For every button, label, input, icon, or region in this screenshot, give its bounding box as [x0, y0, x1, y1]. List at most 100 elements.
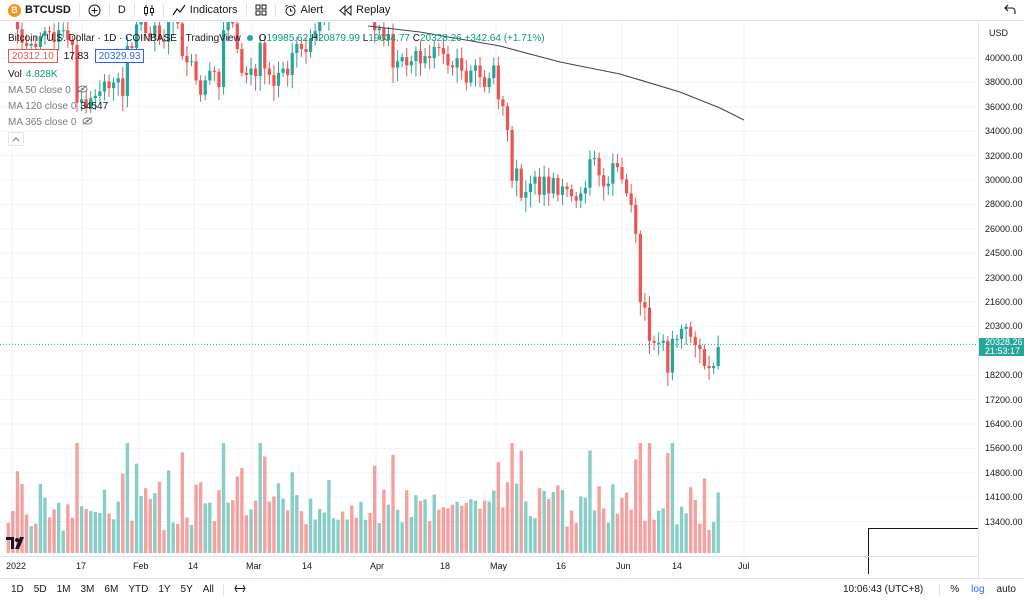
volume-bar — [253, 500, 258, 553]
candle-body — [570, 189, 574, 197]
legend-main-series[interactable]: Bitcoin / U.S. Dollar · 1D · COINBASE · … — [8, 30, 545, 46]
eye-slash-icon[interactable] — [77, 84, 88, 96]
candle-body — [684, 326, 688, 329]
volume-bar — [47, 517, 52, 553]
volume-bar — [180, 452, 185, 553]
compare-symbol-button[interactable] — [80, 0, 109, 21]
volume-bar — [226, 502, 230, 553]
volume-bar — [583, 497, 588, 553]
ma50-label: MA 50 close 0 — [8, 84, 71, 96]
candle-body — [592, 157, 597, 160]
time-axis-label: 2022 — [6, 561, 27, 571]
log-scale-toggle[interactable]: log — [971, 584, 985, 595]
symbol-search-button[interactable]: B BTCUSD — [0, 0, 79, 21]
chart-pane[interactable]: Bitcoin / U.S. Dollar · 1D · COINBASE · … — [0, 22, 1024, 578]
candle-body — [134, 24, 139, 48]
buy-price-button[interactable]: 20329.93 — [94, 49, 145, 63]
interval-button[interactable]: D — [110, 0, 134, 21]
volume-bar — [391, 454, 395, 553]
time-axis-label: 18 — [440, 561, 451, 571]
price-scale-label: 23000.00 — [985, 272, 1023, 283]
candle-body — [492, 65, 496, 79]
volume-bar — [464, 502, 468, 553]
candle-body — [240, 48, 244, 73]
legend-ma365[interactable]: MA 365 close 0 — [8, 114, 545, 130]
range-button-5d[interactable]: 5D — [33, 584, 47, 595]
bitcoin-icon: B — [8, 3, 21, 17]
range-button-1m[interactable]: 1M — [56, 584, 71, 595]
candle-body — [661, 340, 665, 343]
candle-body — [652, 340, 656, 343]
time-axis-label: Mar — [246, 561, 262, 571]
volume-bar — [528, 516, 533, 553]
volume-bar — [418, 500, 423, 553]
range-button-all[interactable]: All — [202, 584, 214, 595]
auto-scale-toggle[interactable]: auto — [996, 584, 1016, 595]
candle-body — [597, 157, 601, 176]
candle-body — [583, 187, 587, 194]
candle-body — [52, 32, 56, 42]
collapse-legend-button[interactable] — [8, 132, 24, 146]
sell-price-button[interactable]: 20312.10 — [8, 49, 58, 63]
candle-body — [455, 58, 459, 68]
candle-body — [496, 65, 500, 100]
indicators-button[interactable]: Indicators — [164, 0, 246, 21]
candle-body — [542, 176, 546, 195]
candle-body — [556, 178, 560, 195]
legend-ma120[interactable]: MA 120 close 0 34547 — [8, 98, 545, 114]
range-button-3m[interactable]: 3M — [80, 584, 95, 595]
volume-label: Vol — [8, 68, 22, 80]
volume-bar — [285, 510, 290, 553]
legend-volume[interactable]: Vol 4.828K — [8, 66, 545, 82]
alert-button[interactable]: Alert — [276, 0, 332, 21]
navigator-strip[interactable] — [868, 528, 978, 574]
volume-bar — [441, 507, 446, 553]
candle-body — [121, 78, 125, 96]
price-scale-label: 36000.00 — [985, 101, 1023, 112]
price-chart[interactable] — [0, 22, 978, 578]
legend-ma50[interactable]: MA 50 close 0 — [8, 82, 545, 98]
chart-legend: Bitcoin / U.S. Dollar · 1D · COINBASE · … — [8, 30, 545, 146]
ohlc-values: O19985.62 H20879.99 L19634.77 C20328.26 … — [258, 32, 545, 44]
volume-bar — [336, 519, 340, 553]
candle-body — [414, 50, 418, 62]
volume-bar — [221, 443, 226, 553]
price-scale[interactable]: USD 40000.00 38000.00 36000.00 34000.00 3200… — [978, 22, 1024, 578]
goto-date-button[interactable] — [228, 583, 252, 597]
time-axis-label: 14 — [672, 561, 683, 571]
price-scale-label: 17200.00 — [985, 394, 1023, 405]
rewind-icon — [339, 4, 352, 16]
currency-label[interactable]: USD — [989, 28, 1009, 38]
volume-bar — [505, 482, 510, 553]
candle-body — [505, 106, 510, 131]
plus-circle-icon — [88, 4, 101, 16]
candle-body — [391, 34, 395, 68]
time-axis[interactable]: 2022 17 Feb 14 Mar 14 Apr 18 May 16 Jun 14 Jul — [0, 556, 978, 578]
candle-body — [579, 193, 583, 201]
volume-bar — [615, 513, 620, 553]
range-button-1d[interactable]: 1D — [11, 584, 24, 595]
clock-timezone[interactable]: 10:06:43 (UTC+8) — [842, 584, 924, 595]
volume-bar — [258, 443, 262, 553]
candle-body — [139, 22, 143, 25]
percent-scale-toggle[interactable]: % — [950, 584, 960, 595]
bid-ask-row: 20312.10 17.83 20329.93 — [8, 48, 545, 64]
eye-slash-icon[interactable] — [82, 116, 93, 128]
range-button-ytd[interactable]: YTD — [128, 584, 149, 595]
chart-type-button[interactable] — [135, 0, 163, 21]
range-button-6m[interactable]: 6M — [104, 584, 119, 595]
volume-bar — [501, 507, 505, 553]
candle-body — [176, 22, 180, 24]
replay-button[interactable]: Replay — [331, 0, 398, 21]
time-axis-label: Jun — [616, 561, 631, 571]
range-button-1y[interactable]: 1Y — [158, 584, 171, 595]
candle-body — [166, 22, 171, 42]
volume-bar — [162, 530, 166, 553]
toolbar-divider — [133, 3, 135, 17]
price-scale-label: 14800.00 — [985, 467, 1023, 478]
layouts-button[interactable] — [247, 0, 275, 21]
undo-button[interactable] — [1004, 3, 1024, 18]
candle-body — [707, 365, 711, 369]
volume-bar — [29, 526, 33, 553]
range-button-5y[interactable]: 5Y — [180, 584, 193, 595]
